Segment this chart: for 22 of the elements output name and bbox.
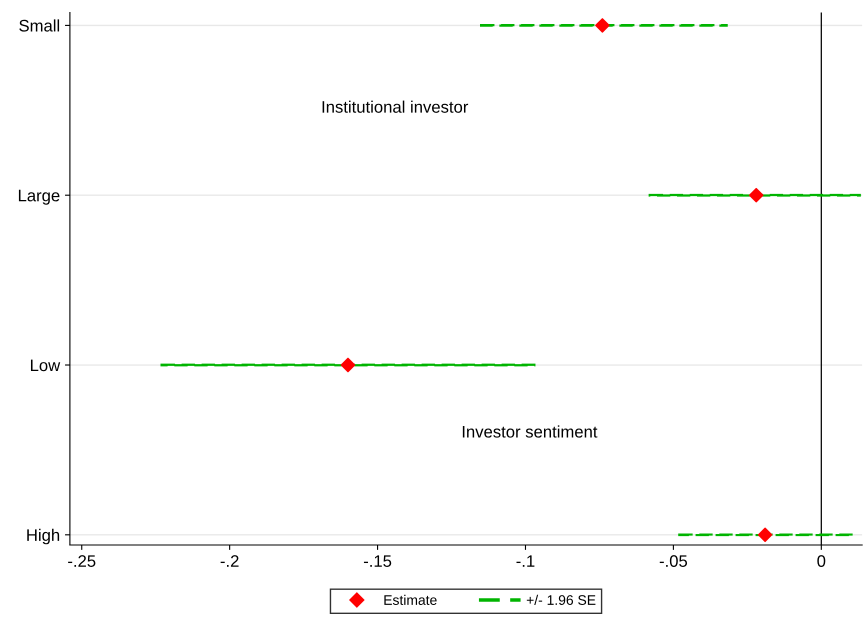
bar (648, 194, 861, 197)
point (595, 18, 610, 33)
bar (160, 364, 536, 366)
y-tick-label: Small (19, 19, 60, 32)
bar (678, 533, 855, 536)
annotation: Investor sentiment (462, 425, 598, 438)
legend-label: +/- 1.96 SE (526, 594, 596, 605)
y-tick-label: High (27, 528, 60, 544)
x-tick-label: -.15 (364, 555, 392, 567)
x-tick-label: -.1 (516, 555, 534, 567)
legend-label: Estimate (384, 594, 437, 605)
x-tick-label: -.05 (660, 555, 688, 567)
bar (480, 24, 728, 27)
y-tick-label: Large (18, 190, 60, 205)
point (748, 188, 764, 202)
point (340, 358, 356, 372)
annotation: Institutional investor (322, 100, 468, 113)
y-tick-label: Low (30, 360, 60, 372)
x-tick-label: -.25 (68, 555, 96, 567)
x-tick-label: -.2 (220, 555, 239, 567)
point (758, 528, 772, 542)
x-tick-label: 0 (817, 555, 826, 567)
